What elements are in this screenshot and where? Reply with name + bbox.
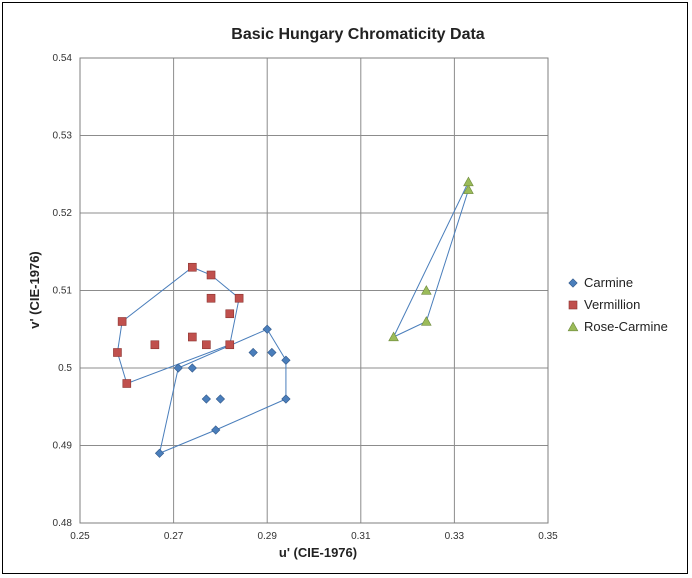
legend-label-vermillion: Vermillion xyxy=(584,297,640,312)
chromaticity-chart: Basic Hungary Chromaticity Data 0.25 0.27… xyxy=(27,26,668,560)
x-tick-label: 0.35 xyxy=(538,531,558,542)
legend-label-carmine: Carmine xyxy=(584,275,633,290)
vermillion-point xyxy=(117,317,127,326)
rose-carmine-point xyxy=(421,285,432,295)
legend-marker-rose-carmine xyxy=(567,321,579,332)
plot-border xyxy=(79,57,549,524)
grid xyxy=(79,57,549,524)
y-tick-label: 0.5 xyxy=(58,363,72,374)
chart-title: Basic Hungary Chromaticity Data xyxy=(231,26,485,43)
series-hulls xyxy=(116,181,469,454)
y-tick-label: 0.54 xyxy=(53,53,73,64)
carmine-point xyxy=(281,355,291,365)
vermillion-point xyxy=(202,340,211,350)
x-tick-label: 0.33 xyxy=(445,531,465,542)
carmine-point xyxy=(154,448,165,458)
vermillion-point xyxy=(206,270,216,280)
rose-carmine-point xyxy=(463,184,474,194)
axis-ticks: 0.25 0.27 0.29 0.31 0.33 0.35 0.48 0.49 0.5 0.51 0… xyxy=(53,53,559,542)
carmine-point xyxy=(267,347,277,358)
vermillion-point xyxy=(150,340,160,350)
vermillion-point xyxy=(122,379,132,388)
carmine-point xyxy=(215,394,226,404)
vermillion-point xyxy=(225,340,235,350)
vermillion-outline xyxy=(116,266,240,384)
carmine-point xyxy=(211,425,221,435)
legend-marker-carmine xyxy=(568,278,578,288)
carmine-point xyxy=(201,394,211,404)
x-tick-label: 0.25 xyxy=(70,531,90,542)
carmine-point xyxy=(173,363,183,373)
vermillion-point xyxy=(188,332,197,342)
y-axis-label: v' (CIE-1976) xyxy=(27,251,42,329)
carmine-point xyxy=(262,324,272,334)
vermillion-point xyxy=(188,262,197,272)
y-tick-label: 0.48 xyxy=(53,518,73,529)
y-tick-label: 0.51 xyxy=(53,286,73,297)
rose-carmine-point xyxy=(421,316,432,326)
vermillion-point xyxy=(234,293,244,303)
y-tick-label: 0.49 xyxy=(53,441,73,452)
y-tick-label: 0.53 xyxy=(53,131,73,142)
vermillion-point xyxy=(225,309,235,319)
vermillion-point xyxy=(113,348,122,357)
carmine-point xyxy=(187,363,197,373)
vermillion-point xyxy=(206,293,216,303)
x-tick-label: 0.31 xyxy=(351,531,371,542)
series-points xyxy=(113,176,474,458)
carmine-point xyxy=(248,347,258,358)
rose-carmine-point xyxy=(388,331,399,342)
legend-marker-vermillion xyxy=(568,300,578,310)
rose-carmine-outline xyxy=(393,181,469,338)
y-tick-label: 0.52 xyxy=(53,208,73,219)
x-axis-label: u' (CIE-1976) xyxy=(279,545,357,560)
x-tick-label: 0.27 xyxy=(164,531,184,542)
legend: Carmine Vermillion Rose-Carmine xyxy=(567,275,668,334)
legend-label-rose-carmine: Rose-Carmine xyxy=(584,319,668,334)
rose-carmine-point xyxy=(463,176,474,187)
carmine-point xyxy=(281,394,291,404)
x-tick-label: 0.29 xyxy=(257,531,277,542)
